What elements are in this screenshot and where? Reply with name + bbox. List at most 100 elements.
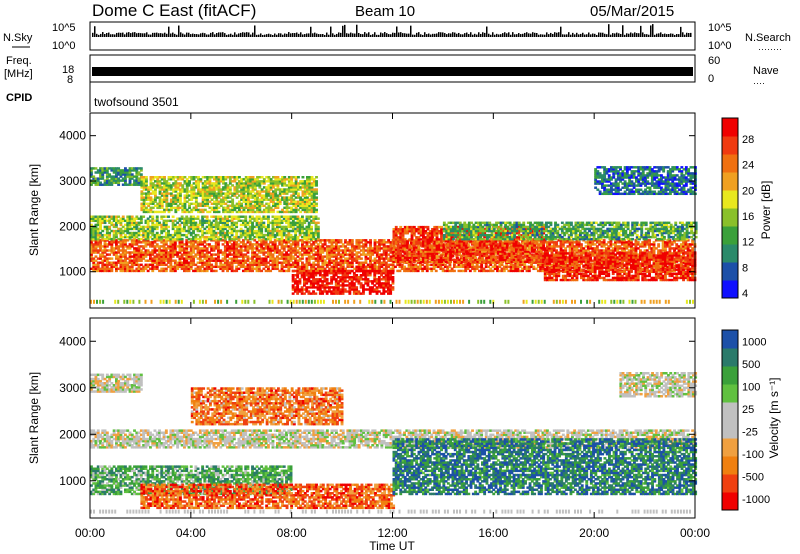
heatmap-cell — [282, 259, 286, 262]
heatmap-cell — [491, 247, 495, 250]
heatmap-cell — [314, 237, 318, 241]
heatmap-cell — [276, 263, 279, 267]
heatmap-cell — [151, 200, 155, 203]
heatmap-cell — [169, 265, 173, 269]
heatmap-cell — [507, 269, 511, 273]
heatmap-cell — [548, 249, 552, 252]
heatmap-cell — [235, 223, 239, 227]
heatmap-cell — [187, 253, 191, 256]
heatmap-cell — [126, 173, 130, 176]
heatmap-cell — [232, 237, 236, 241]
heatmap-cell — [473, 265, 477, 269]
heatmap-cell — [167, 210, 171, 214]
heatmap-cell — [112, 235, 116, 239]
heatmap-cell — [179, 178, 182, 181]
heatmap-cell — [119, 173, 123, 176]
heatmap-cell — [439, 265, 443, 269]
heatmap-cell — [303, 269, 307, 273]
heatmap-cell — [591, 241, 595, 244]
heatmap-cell — [92, 247, 96, 250]
heatmap-cell — [121, 241, 125, 244]
heatmap-cell — [373, 263, 377, 267]
heatmap-cell — [164, 257, 168, 260]
heatmap-cell — [181, 188, 185, 191]
heatmap-cell — [221, 221, 225, 225]
heatmap-cell — [332, 265, 336, 269]
heatmap-cell — [255, 217, 259, 220]
heatmap-cell — [319, 255, 322, 258]
nsky-sample — [372, 34, 374, 37]
heatmap-cell — [167, 176, 171, 179]
heatmap-cell — [248, 221, 252, 225]
heatmap-cell — [221, 227, 225, 231]
heatmap-cell — [214, 235, 218, 239]
nsky-sample — [416, 32, 418, 37]
heatmap-cell — [174, 202, 178, 206]
nsky-sample — [410, 25, 412, 37]
heatmap-cell — [112, 253, 116, 256]
heatmap-cell — [155, 255, 159, 258]
heatmap-cell — [117, 247, 121, 250]
heatmap-cell — [190, 194, 194, 197]
heatmap-cell — [130, 183, 134, 186]
heatmap-cell — [162, 263, 166, 267]
heatmap-cell — [296, 261, 300, 264]
heatmap-cell — [319, 245, 322, 248]
heatmap-cell — [96, 241, 100, 244]
heatmap-cell — [151, 190, 155, 193]
heatmap-cell — [92, 265, 96, 269]
heatmap-cell — [459, 263, 463, 267]
heatmap-cell — [536, 263, 540, 267]
heatmap-cell — [323, 263, 327, 267]
heatmap-cell — [112, 223, 116, 227]
heatmap-cell — [151, 259, 155, 262]
heatmap-cell — [282, 229, 286, 233]
heatmap-cell — [282, 261, 286, 264]
heatmap-cell — [453, 241, 456, 244]
heatmap-cell — [239, 253, 243, 256]
heatmap-cell — [164, 267, 168, 271]
heatmap-cell — [130, 233, 134, 237]
heatmap-cell — [156, 178, 160, 181]
heatmap-cell — [571, 243, 574, 246]
heatmap-cell — [232, 255, 236, 258]
heatmap-cell — [691, 249, 695, 252]
heatmap-cell — [194, 245, 198, 248]
heatmap-cell — [214, 217, 218, 220]
heatmap-cell — [181, 206, 185, 210]
heatmap-cell — [117, 183, 121, 186]
heatmap-cell — [115, 257, 118, 260]
heatmap-cell — [673, 249, 676, 252]
heatmap-cell — [682, 261, 685, 264]
heatmap-cell — [242, 249, 245, 252]
heatmap-cell — [137, 257, 141, 260]
heatmap-cell — [167, 182, 171, 185]
heatmap-cell — [208, 251, 211, 254]
heatmap-cell — [171, 255, 175, 258]
heatmap-cell — [142, 245, 146, 248]
heatmap-cell — [316, 221, 320, 225]
heatmap-cell — [294, 249, 298, 252]
heatmap-cell — [121, 169, 125, 172]
heatmap-cell — [353, 267, 357, 271]
heatmap-cell — [196, 245, 200, 248]
heatmap-cell — [530, 263, 533, 267]
heatmap-cell — [618, 247, 622, 250]
heatmap-cell — [180, 233, 184, 237]
heatmap-cell — [196, 225, 200, 229]
heatmap-cell — [96, 249, 100, 252]
heatmap-cell — [223, 257, 227, 260]
heatmap-cell — [366, 247, 370, 250]
nsky-sample — [608, 24, 610, 37]
heatmap-cell — [117, 169, 121, 172]
heatmap-cell — [684, 241, 688, 244]
heatmap-cell — [180, 249, 184, 252]
heatmap-cell — [103, 259, 107, 262]
heatmap-cell — [119, 223, 123, 227]
heatmap-cell — [194, 192, 198, 195]
heatmap-cell — [253, 229, 257, 233]
heatmap-cell — [382, 251, 386, 254]
heatmap-cell — [321, 239, 325, 242]
heatmap-cell — [555, 251, 558, 254]
heatmap-cell — [172, 202, 176, 206]
